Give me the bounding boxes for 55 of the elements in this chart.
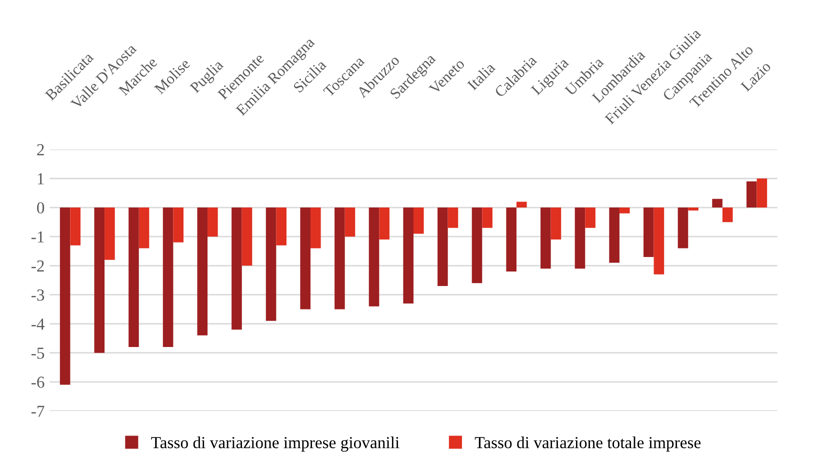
bar	[403, 208, 414, 304]
bar	[334, 208, 345, 310]
bar	[104, 208, 115, 260]
y-tick-label: -2	[31, 260, 44, 272]
bar	[678, 208, 688, 248]
bar	[448, 208, 458, 228]
bar	[368, 208, 380, 306]
legend-label: Tasso di variazione totale imprese	[474, 436, 701, 452]
bar	[609, 208, 620, 263]
bar	[276, 208, 286, 246]
bar	[208, 208, 218, 237]
bar	[540, 208, 551, 269]
y-tick-label: 0	[37, 202, 44, 214]
bar	[138, 208, 150, 248]
bar	[379, 208, 390, 240]
y-tick-label: -4	[31, 318, 44, 330]
y-tick-label: -7	[31, 406, 44, 417]
bar	[70, 208, 81, 246]
bar	[644, 208, 654, 257]
bar	[746, 181, 757, 208]
bar	[344, 208, 356, 237]
bar	[722, 208, 733, 222]
y-tick-label: 1	[38, 173, 44, 184]
bar	[712, 198, 722, 208]
bar	[414, 208, 424, 234]
bar	[173, 208, 184, 242]
legend-label: Tasso di variazione imprese giovanili	[151, 436, 400, 452]
bar	[128, 208, 139, 348]
bar	[197, 208, 208, 336]
y-tick-label: 2	[37, 144, 44, 156]
bar	[266, 208, 276, 321]
bar	[506, 208, 516, 272]
y-tick-label: -6	[31, 376, 44, 388]
bar	[310, 208, 321, 248]
bar	[585, 208, 596, 228]
y-tick-label: -1	[31, 231, 44, 242]
bar	[516, 202, 527, 208]
bar	[300, 208, 311, 310]
bar	[60, 208, 70, 385]
y-tick-label: -3	[31, 289, 44, 301]
bar	[550, 208, 562, 240]
bar	[232, 208, 242, 330]
bar	[482, 208, 492, 228]
bar	[438, 208, 448, 286]
x-tick-label: Italia	[466, 61, 496, 91]
bar	[688, 208, 698, 210]
bar	[472, 208, 482, 284]
bar	[619, 208, 630, 214]
bar	[162, 208, 174, 348]
bar	[654, 208, 664, 274]
y-tick-label: -5	[31, 348, 44, 359]
bar	[574, 208, 586, 269]
bar	[756, 178, 768, 208]
bar	[242, 208, 252, 266]
bar	[94, 208, 105, 353]
